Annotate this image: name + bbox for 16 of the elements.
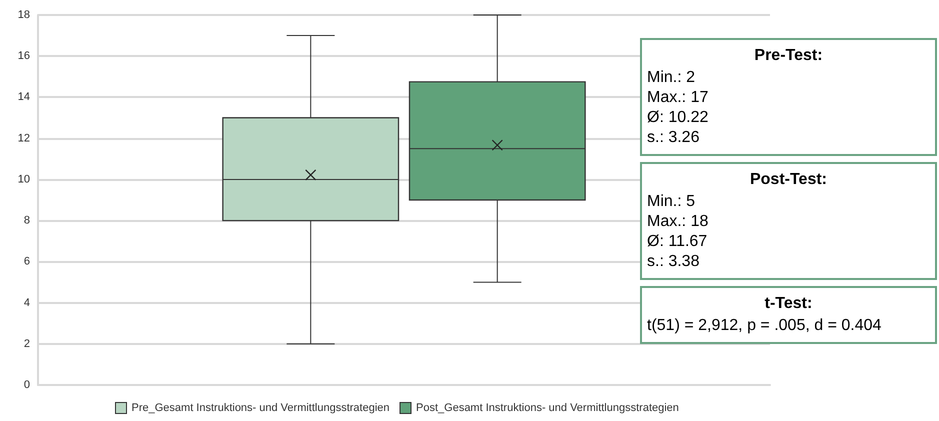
y-tick-label: 4 <box>24 296 30 309</box>
legend-label: Post_Gesamt Instruktions- und Vermittlungsstrategien <box>416 402 679 414</box>
annotation: t-Test: t(51) = 2,912, p = .005, d = 0.404 <box>647 294 882 336</box>
note-card: Pre-Test: Min.: 2 Max.: 17 Ø: 10.22 s.: 3.26 <box>640 38 937 156</box>
y-tick-label: 14 <box>18 91 30 104</box>
y-tick-label: 6 <box>24 256 30 268</box>
y-tick-label: 16 <box>18 50 30 62</box>
y-tick-label: 8 <box>24 214 30 227</box>
y-tick-label: 12 <box>18 132 30 144</box>
y-tick-label: 18 <box>18 9 30 21</box>
note-card: t-Test: t(51) = 2,912, p = .005, d = 0.404 <box>640 286 937 344</box>
legend-label: Pre_Gesamt Instruktions- und Vermittlungsstrategien <box>132 402 390 414</box>
y-tick-label: 2 <box>24 338 30 350</box>
y-tick-label: 10 <box>18 173 30 186</box>
note-card: Post-Test: Min.: 5 Max.: 18 Ø: 11.67 s.: 3.38 <box>640 162 937 280</box>
y-tick-label: 0 <box>24 379 30 391</box>
